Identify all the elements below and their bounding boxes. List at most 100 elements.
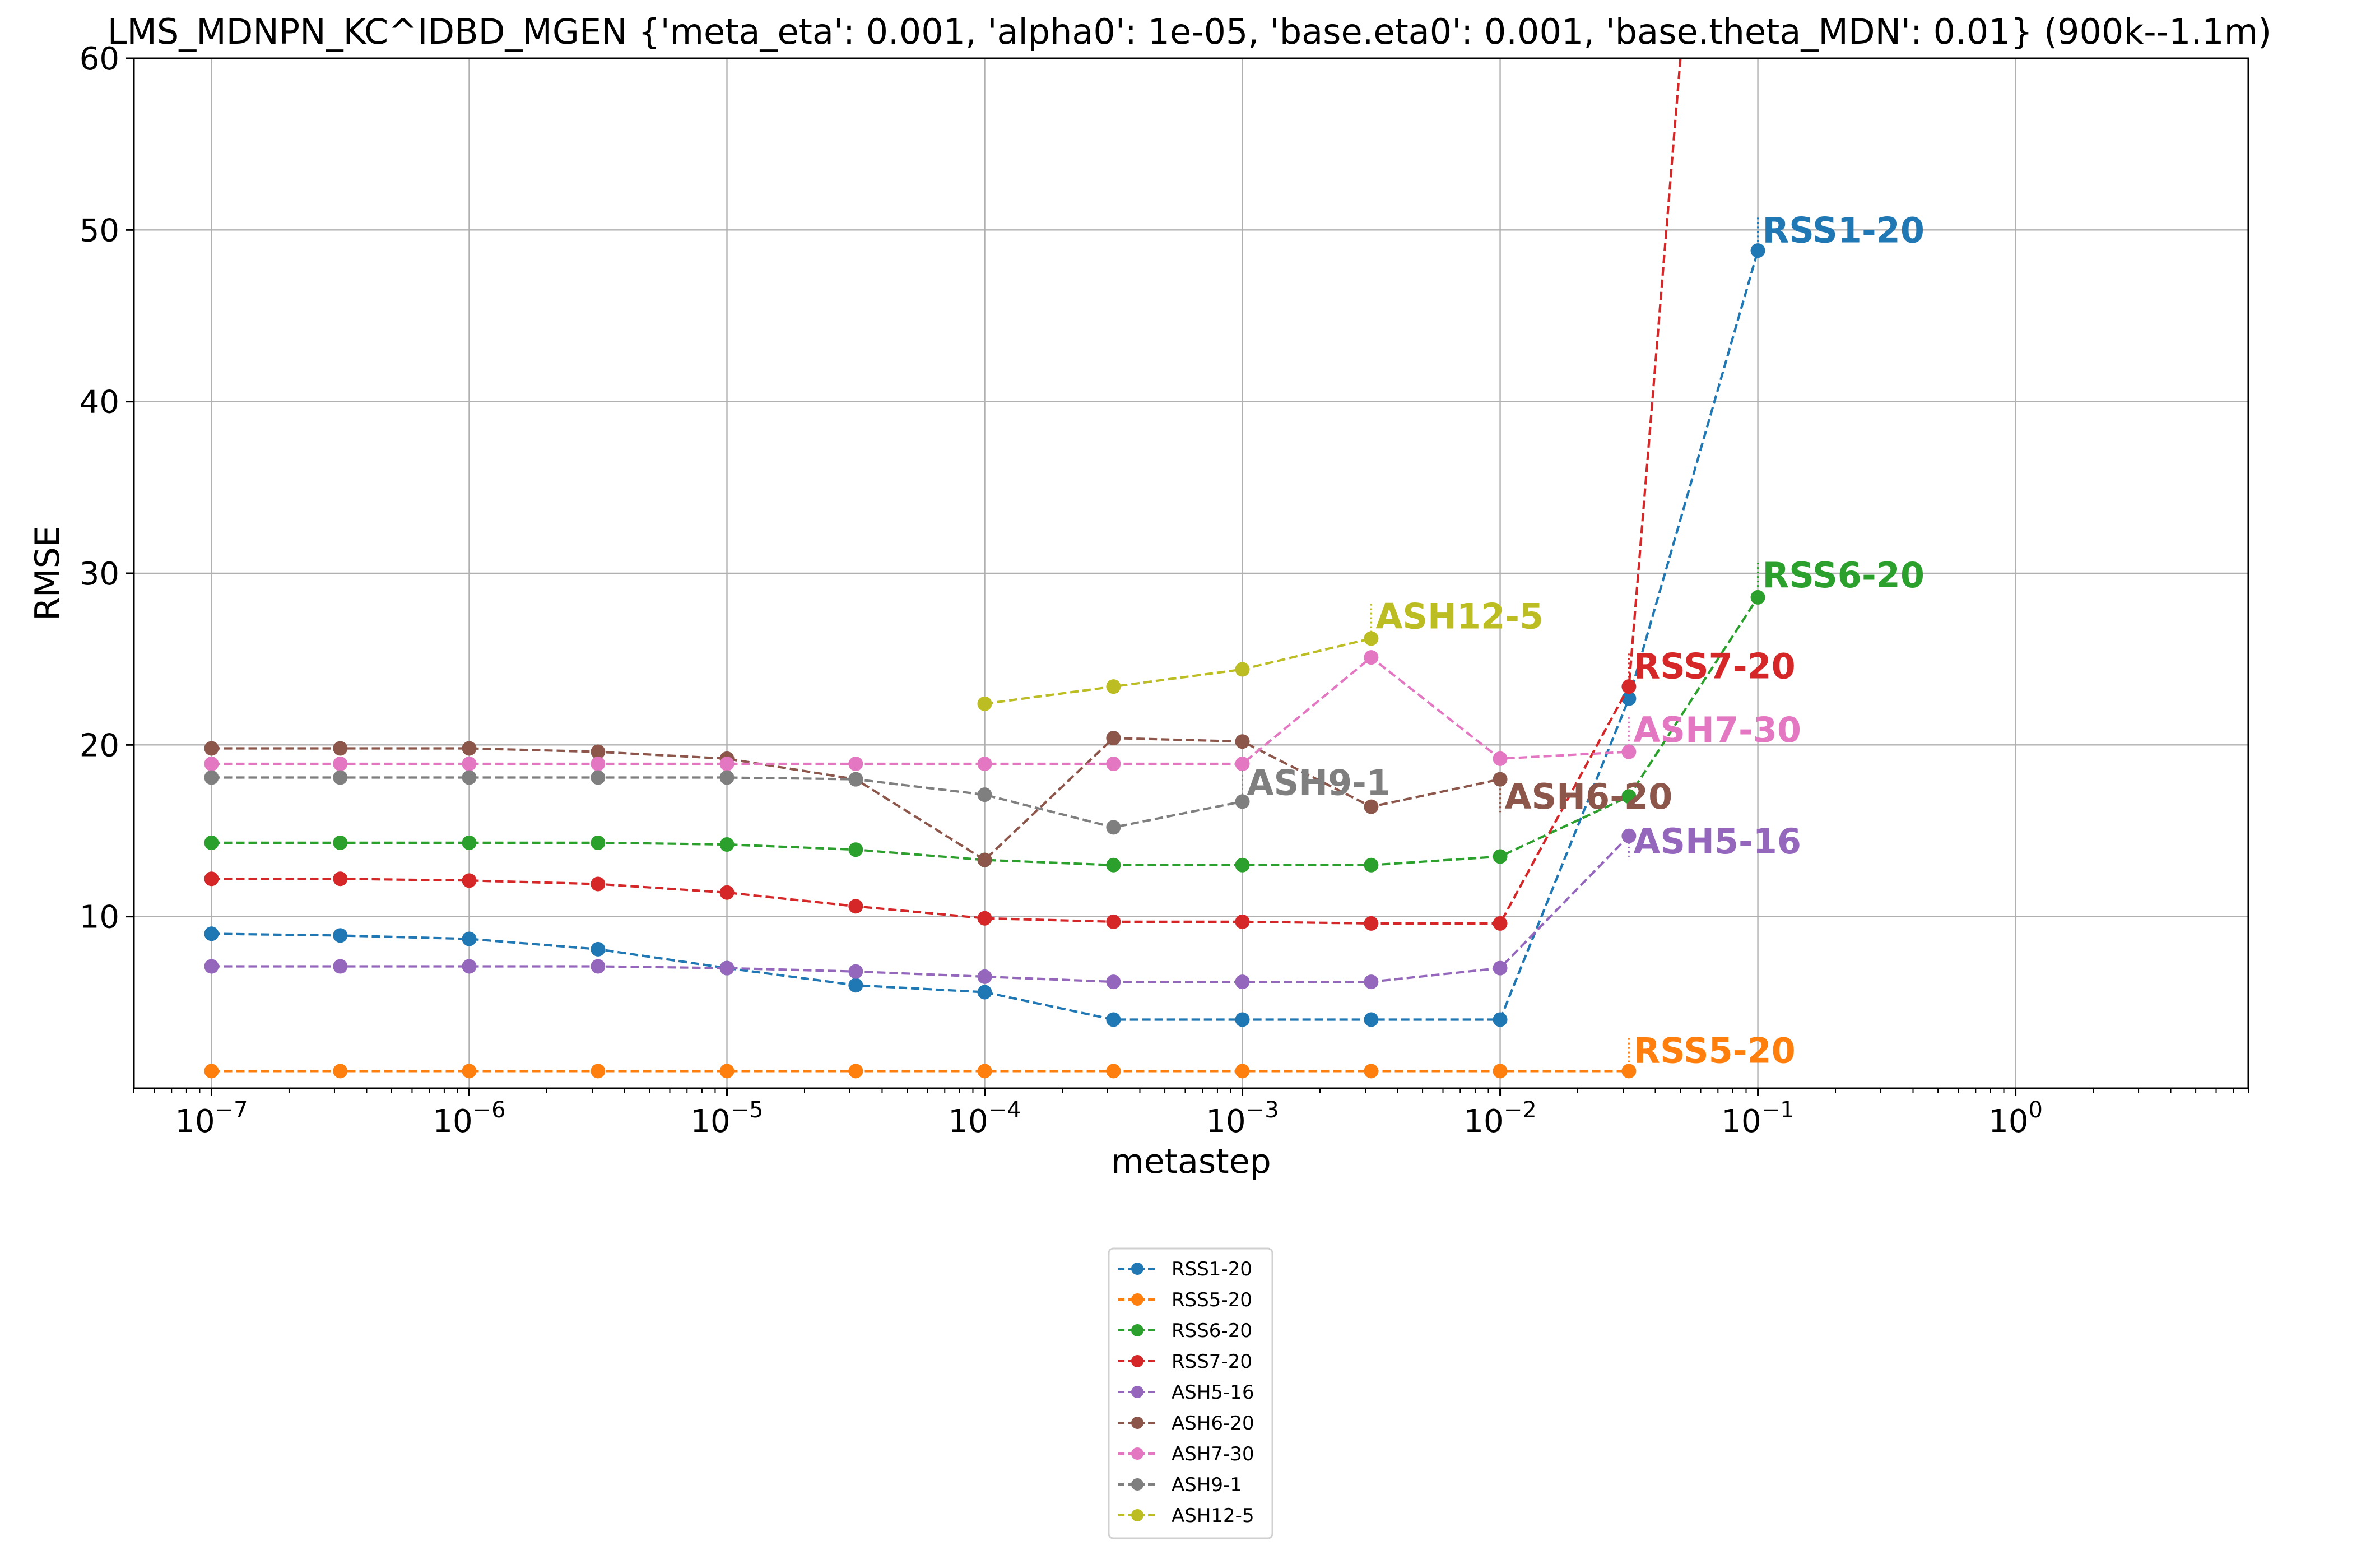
data-point (1106, 1064, 1121, 1079)
data-point (1106, 857, 1121, 873)
data-point (1106, 679, 1121, 694)
series-end-label: ASH9-1 (1247, 763, 1391, 804)
y-tick-label: 20 (80, 727, 119, 764)
data-point (1364, 650, 1379, 665)
data-point (977, 911, 992, 926)
data-point (1235, 794, 1250, 809)
data-point (333, 757, 348, 772)
series-end-label: ASH5-16 (1633, 821, 1801, 862)
data-point (1621, 1064, 1637, 1079)
series-ash7-30 (204, 650, 1637, 772)
legend-entry-label: ASH12-5 (1172, 1505, 1254, 1527)
x-tick-label: 100 (1988, 1097, 2043, 1140)
legend-entry-label: ASH5-16 (1172, 1381, 1254, 1404)
data-point (204, 741, 219, 756)
data-point (204, 770, 219, 785)
x-tick-label: 10−4 (948, 1097, 1021, 1140)
data-point (1106, 1012, 1121, 1027)
data-point (591, 1064, 606, 1079)
data-point (204, 835, 219, 850)
data-point (462, 741, 477, 756)
data-point (1235, 734, 1250, 749)
data-point (204, 1064, 219, 1079)
series-layer (204, 58, 1765, 1079)
data-point (719, 1064, 735, 1079)
x-tick-label: 10−3 (1206, 1097, 1279, 1140)
data-point (848, 772, 863, 787)
data-point (1235, 857, 1250, 873)
data-point (1364, 1064, 1379, 1079)
series-rss6-20 (204, 590, 1765, 873)
y-tick-label: 30 (80, 556, 119, 592)
x-tick-label: 10−7 (175, 1097, 248, 1140)
data-point (977, 852, 992, 867)
legend-swatch-marker (1131, 1509, 1143, 1521)
data-point (1750, 590, 1765, 605)
legend-entry-label: RSS1-20 (1172, 1258, 1252, 1280)
legend-box (1108, 1247, 1273, 1539)
legend-entry-label: ASH7-30 (1172, 1443, 1254, 1465)
data-point (204, 959, 219, 974)
data-point (977, 757, 992, 772)
series-ash9-1 (204, 770, 1250, 835)
y-tick-label: 60 (80, 41, 119, 77)
series-ash12-5 (977, 631, 1379, 711)
data-point (719, 960, 735, 976)
series-ash5-16 (204, 828, 1637, 990)
legend-swatch-marker (1131, 1386, 1143, 1398)
data-point (1621, 828, 1637, 843)
data-point (848, 757, 863, 772)
data-point (848, 964, 863, 979)
y-tick-label: 40 (80, 384, 119, 421)
data-point (1621, 679, 1637, 694)
data-point (977, 969, 992, 984)
data-point (462, 770, 477, 785)
data-point (333, 1064, 348, 1079)
data-point (1364, 1012, 1379, 1027)
data-point (462, 873, 477, 888)
data-point (333, 741, 348, 756)
x-tick-label: 10−2 (1463, 1097, 1536, 1140)
data-point (1106, 820, 1121, 835)
data-point (462, 1064, 477, 1079)
data-point (462, 959, 477, 974)
series-line (211, 656, 1629, 765)
data-point (1750, 243, 1765, 258)
y-axis-label: RMSE (28, 526, 67, 620)
data-point (333, 928, 348, 943)
legend-entry-label: RSS6-20 (1172, 1320, 1252, 1342)
data-point (1235, 1064, 1250, 1079)
data-point (333, 959, 348, 974)
grid (134, 57, 2248, 1088)
y-tick-label: 10 (80, 899, 119, 936)
series-end-label: ASH6-20 (1505, 776, 1673, 817)
legend-swatch-marker (1131, 1447, 1143, 1460)
data-point (977, 787, 992, 802)
data-point (848, 1064, 863, 1079)
legend-swatch-marker (1131, 1293, 1143, 1306)
data-point (333, 770, 348, 785)
data-point (1235, 974, 1250, 990)
data-point (591, 941, 606, 957)
data-point (1493, 1012, 1508, 1027)
data-point (333, 835, 348, 850)
data-point (462, 835, 477, 850)
data-point (1106, 731, 1121, 746)
data-point (462, 757, 477, 772)
series-line (211, 835, 1630, 983)
data-point (1106, 757, 1121, 772)
data-point (977, 985, 992, 1000)
legend: RSS1-20 RSS5-20 RSS6-20 RSS7-20 ASH5-16 ASH6-… (1108, 1247, 1273, 1539)
data-point (591, 757, 606, 772)
data-point (1364, 631, 1379, 646)
data-point (848, 842, 863, 857)
series-end-label: RSS1-20 (1763, 210, 1925, 250)
data-point (1621, 744, 1637, 759)
x-tick-label: 10−5 (690, 1097, 763, 1140)
chart-title: LMS_MDNPN_KC^IDBD_MGEN {'meta_eta': 0.00… (108, 11, 2271, 52)
legend-entry-label: ASH9-1 (1172, 1474, 1242, 1496)
plot-frame (133, 57, 2249, 1089)
y-tick-label: 50 (80, 212, 119, 249)
data-point (1235, 662, 1250, 677)
legend-swatch-marker (1131, 1478, 1143, 1491)
